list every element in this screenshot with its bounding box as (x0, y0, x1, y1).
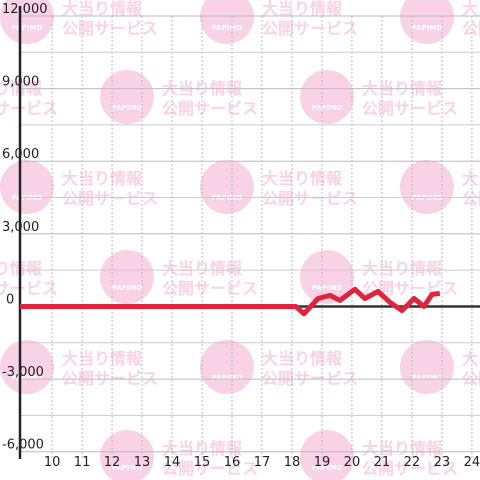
watermark-text: 公開サービス (62, 19, 158, 38)
watermark-logo-text: PAPIMO (312, 104, 343, 112)
watermark-text: 公開サービス (462, 369, 480, 388)
watermark-text: 公開サービス (262, 369, 358, 388)
watermark-logo-text: PAPIMO (212, 24, 243, 32)
watermark-logo (300, 250, 354, 304)
watermark-logo (400, 160, 454, 214)
watermark-text: 公開サービス (62, 189, 158, 208)
watermark-logo-text: PAPIMO (312, 464, 343, 472)
watermark-text: 公開サービス (362, 459, 458, 478)
watermark-logo (400, 0, 454, 44)
watermark-text: 大当り情報 (0, 259, 43, 278)
y-tick-label: 12,000 (2, 2, 48, 17)
watermark-logo (100, 430, 154, 480)
x-tick-label: 20 (344, 455, 361, 470)
y-tick-label: 0 (6, 292, 14, 307)
watermark-logo (300, 70, 354, 124)
watermark-text: 大当り情報 (62, 169, 143, 188)
watermark-text: 公開サービス (162, 279, 258, 298)
watermark-text: 大当り情報 (462, 0, 480, 18)
watermark-text: 大当り情報 (62, 0, 143, 18)
watermark-logo (0, 340, 54, 394)
watermark-logo (200, 340, 254, 394)
watermark-logo (300, 430, 354, 480)
watermark-text: 大当り情報 (262, 169, 343, 188)
y-tick-label: -6,000 (2, 438, 44, 453)
x-tick-label: 17 (254, 455, 271, 470)
watermark-text: 大当り情報 (262, 0, 343, 18)
x-tick-label: 14 (164, 455, 181, 470)
watermark-text: 公開サービス (0, 279, 58, 298)
watermark-logo-text: PAPIMO (12, 24, 43, 32)
watermark-logo-text: PAPIMO (412, 374, 443, 382)
x-tick-label: 10 (44, 455, 61, 470)
watermark-text: 公開サービス (362, 99, 458, 118)
watermark-logo (100, 70, 154, 124)
x-tick-label: 21 (374, 455, 391, 470)
watermark-logo (100, 250, 154, 304)
x-tick-label: 11 (74, 455, 91, 470)
watermark-logo-text: PAPIMO (112, 464, 143, 472)
watermark-text: 大当り情報 (462, 169, 480, 188)
watermark-logo-text: PAPIMO (12, 374, 43, 382)
x-tick-label: 18 (284, 455, 301, 470)
watermark-text: 公開サービス (162, 99, 258, 118)
watermark-text: 公開サービス (162, 459, 258, 478)
y-tick-label: -3,000 (2, 365, 44, 380)
watermark-text: 大当り情報 (362, 259, 443, 278)
watermark-text: 大当り情報 (262, 349, 343, 368)
watermark-text: 公開サービス (462, 19, 480, 38)
watermark-logo-text: PAPIMO (312, 284, 343, 292)
watermark-text: 公開サービス (462, 189, 480, 208)
x-tick-label: 19 (314, 455, 331, 470)
watermark-logo-text: PAPIMO (212, 374, 243, 382)
watermark-text: 公開サービス (0, 99, 58, 118)
watermark-logo-text: PAPIMO (112, 104, 143, 112)
x-tick-label: 15 (194, 455, 211, 470)
watermark-text: 大当り情報 (62, 349, 143, 368)
watermark-text: 公開サービス (262, 189, 358, 208)
watermark-text: 公開サービス (62, 369, 158, 388)
watermark-text: 公開サービス (262, 19, 358, 38)
watermark-logo (400, 340, 454, 394)
watermark-logo (200, 160, 254, 214)
x-tick-label: 13 (134, 455, 151, 470)
watermark-logo (200, 0, 254, 44)
x-tick-label: 23 (434, 455, 451, 470)
watermark-logo (0, 0, 54, 44)
watermark-logo (0, 160, 54, 214)
x-tick-label: 12 (104, 455, 121, 470)
x-tick-label: 24 (464, 455, 480, 470)
watermark-logo-text: PAPIMO (412, 24, 443, 32)
watermark-logo-text: PAPIMO (112, 284, 143, 292)
x-tick-label: 22 (404, 455, 421, 470)
line (20, 286, 441, 317)
x-tick-label: 16 (224, 455, 241, 470)
watermark-text: 大当り情報 (462, 349, 480, 368)
